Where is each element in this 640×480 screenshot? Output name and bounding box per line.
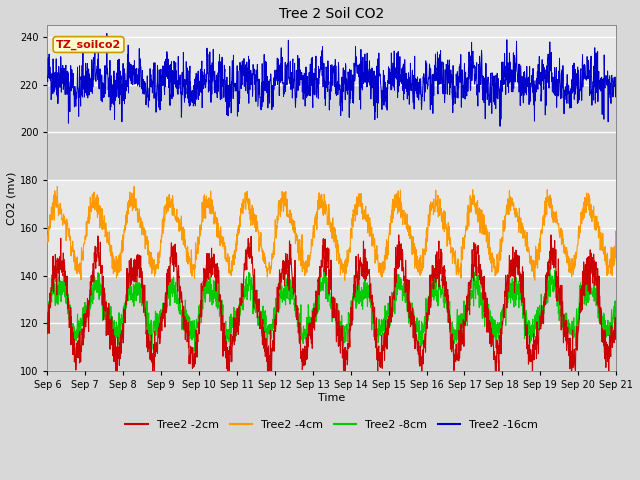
- Legend: Tree2 -2cm, Tree2 -4cm, Tree2 -8cm, Tree2 -16cm: Tree2 -2cm, Tree2 -4cm, Tree2 -8cm, Tree…: [121, 416, 543, 435]
- Bar: [47, 84, 616, 180]
- Text: TZ_soilco2: TZ_soilco2: [56, 39, 121, 49]
- Title: Tree 2 Soil CO2: Tree 2 Soil CO2: [279, 7, 385, 21]
- X-axis label: Time: Time: [318, 393, 346, 403]
- Bar: [47, 276, 616, 371]
- Bar: [47, 180, 616, 276]
- Bar: [47, 25, 616, 84]
- Y-axis label: CO2 (mv): CO2 (mv): [7, 171, 17, 225]
